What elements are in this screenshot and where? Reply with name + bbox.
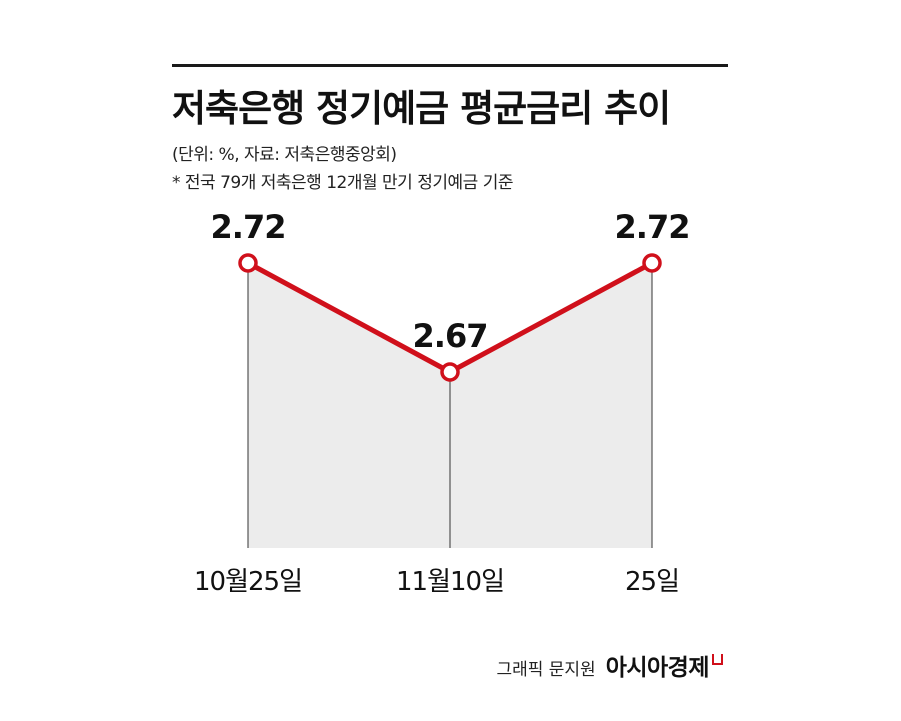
data-points: [238, 253, 662, 382]
data-label: 2.72: [211, 208, 286, 246]
x-tick-label: 25일: [625, 567, 679, 597]
data-point: [440, 362, 460, 382]
brand-mark-icon: [712, 654, 723, 665]
x-tick-label: 10월25일: [194, 567, 302, 597]
data-point: [642, 253, 662, 273]
brand-logo: 아시아경제: [606, 648, 723, 682]
data-label: 2.67: [413, 317, 488, 355]
x-tick-labels: 10월25일 11월10일 25일: [194, 567, 680, 597]
data-point: [238, 253, 258, 273]
data-labels: 2.72 2.67 2.72: [211, 208, 691, 355]
x-tick-label: 11월10일: [396, 567, 504, 597]
footnote: * 전국 79개 저축은행 12개월 만기 정기예금 기준: [172, 173, 513, 193]
credit: 그래픽 문지원 아시아경제: [496, 648, 723, 682]
drop-lines: [247, 263, 653, 548]
unit-note: (단위: %, 자료: 저축은행중앙회): [172, 145, 397, 165]
brand-name: 아시아경제: [605, 655, 710, 681]
data-label: 2.72: [615, 208, 690, 246]
graphic-credit: 그래픽 문지원: [496, 660, 596, 680]
chart-title: 저축은행 정기예금 평균금리 추이: [172, 87, 671, 130]
top-rule: [172, 64, 728, 67]
